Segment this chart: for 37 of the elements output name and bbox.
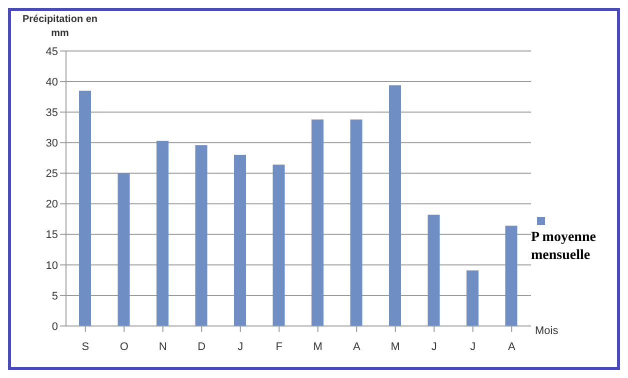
x-tick-label: A <box>508 340 516 353</box>
y-tick-label: 45 <box>46 46 58 58</box>
x-tick-label: J <box>238 340 244 353</box>
y-tick-label: 5 <box>52 290 58 302</box>
x-tick-label: N <box>158 340 167 353</box>
x-axis-title: Mois <box>535 325 558 337</box>
x-tick-label: J <box>470 340 476 353</box>
bar <box>79 90 91 326</box>
y-tick-label: 30 <box>46 138 58 150</box>
bar <box>272 164 285 326</box>
y-tick-label: 15 <box>46 229 58 242</box>
bar <box>389 85 401 326</box>
bar <box>466 270 478 326</box>
y-tick-label: 20 <box>46 198 58 211</box>
bar <box>156 140 168 326</box>
x-tick-label: O <box>120 340 129 353</box>
y-tick-label: 35 <box>46 107 58 120</box>
y-tick-label: 25 <box>46 168 58 180</box>
y-axis-title: Précipitation en mm <box>21 13 98 41</box>
legend-label: P moyenne mensuelle <box>531 229 597 265</box>
x-tick-label: A <box>352 340 361 353</box>
y-tick-label: 10 <box>46 260 58 272</box>
bar <box>428 214 440 326</box>
bar <box>505 226 518 326</box>
bar <box>195 145 208 326</box>
bar <box>234 154 246 326</box>
bar <box>350 119 362 326</box>
x-tick-label: D <box>198 340 206 353</box>
y-tick-label: 40 <box>46 76 58 88</box>
x-tick-label: M <box>313 340 322 353</box>
x-tick-label: M <box>390 340 400 353</box>
bar <box>118 173 130 326</box>
bar <box>312 119 324 326</box>
y-tick-label: 0 <box>52 320 58 333</box>
x-tick-label: S <box>82 340 90 353</box>
x-tick-label: F <box>276 340 283 353</box>
x-tick-label: J <box>431 340 437 353</box>
